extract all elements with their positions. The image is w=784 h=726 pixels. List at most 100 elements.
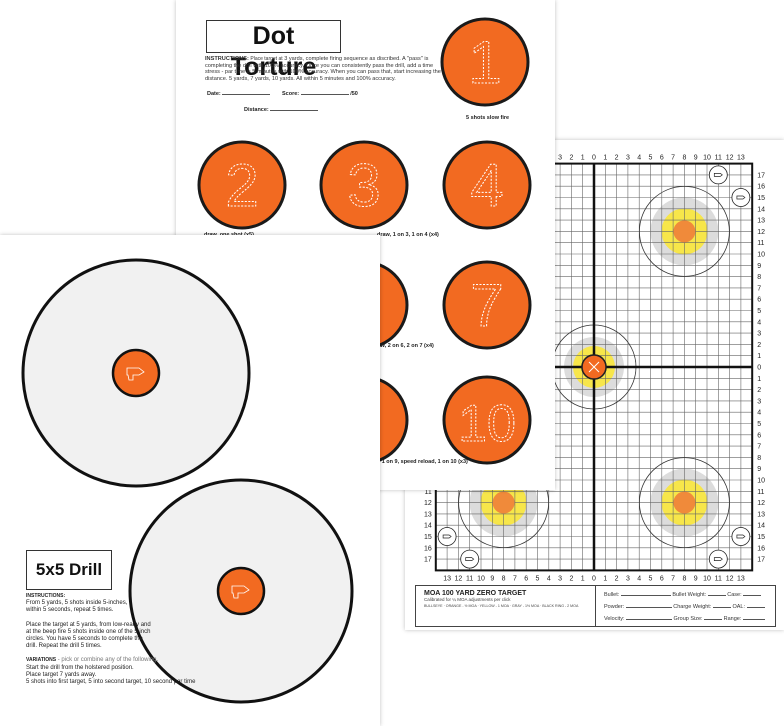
top-axis-label: 2	[569, 155, 573, 162]
drill-instructions-p2: Place the target at 5 yards, from low-re…	[26, 621, 151, 650]
right-axis-label: 2	[757, 342, 761, 349]
field-group-size: Group Size:	[673, 616, 703, 622]
center-dot	[216, 566, 266, 616]
right-axis-label: 14	[757, 523, 765, 530]
right-axis-label: 15	[757, 534, 765, 541]
bottom-axis-label: 13	[737, 575, 745, 582]
dot-number-4: 4	[470, 152, 503, 219]
drill-instructions-p1: From 5 yards, 5 shots inside 5-inches, w…	[26, 600, 128, 614]
right-axis-label: 9	[757, 466, 761, 473]
bottom-axis-label: 9	[694, 575, 698, 582]
dot-target-3	[319, 140, 409, 230]
right-axis-label: 2	[757, 387, 761, 394]
drill-circles	[21, 258, 354, 704]
field-bullet: Bullet:	[604, 592, 620, 598]
right-axis-label: 16	[757, 184, 765, 191]
top-axis-label: 3	[558, 155, 562, 162]
caption-dot-1: 5 shots slow fire	[466, 115, 510, 121]
dot-target-1	[440, 17, 530, 107]
date-field: Date:	[207, 88, 271, 97]
instructions-lead: Place target at	[250, 56, 283, 62]
field-velocity: Velocity:	[604, 616, 625, 622]
bottom-axis-label: 8	[502, 575, 506, 582]
drill-instructions: INSTRUCTIONS: From 5 yards, 5 shots insi…	[26, 593, 286, 686]
dot-number-1: 1	[468, 29, 501, 96]
bullet-icon	[713, 557, 723, 561]
right-axis-label: 0	[757, 365, 761, 372]
bottom-axis-label: 5	[649, 575, 653, 582]
right-axis-label: 12	[757, 500, 765, 507]
target-info-box: MOA 100 YARD ZERO TARGET Calibrated for …	[415, 585, 776, 627]
bottom-axis-label: 7	[513, 575, 517, 582]
bottom-axis-label: 2	[615, 575, 619, 582]
caption-dots-3-4: draw, 1 on 3, 1 on 4 (x4)	[377, 232, 439, 238]
right-axis-label: 16	[757, 545, 765, 552]
dot-target-7	[442, 260, 532, 350]
field-oal: OAL:	[732, 604, 745, 610]
bottom-axis-label: 12	[726, 575, 734, 582]
variation-item: 5 shots into first target, 5 into second…	[26, 679, 196, 686]
bottom-axis-label: 4	[637, 575, 641, 582]
marker-circle	[708, 165, 728, 185]
target-subtitle: Calibrated for ¼ MOA adjustments per cli…	[424, 597, 511, 602]
bottom-axis-label: 1	[603, 575, 607, 582]
target-legend: BULLSEYE · ORANGE - ½ MOA · YELLOW - 1 M…	[424, 604, 579, 608]
distance-field: Distance:	[244, 104, 319, 113]
variations-label: VARIATIONS	[26, 657, 57, 664]
right-axis-label: 4	[757, 410, 761, 417]
bottom-axis-label: 10	[703, 575, 711, 582]
top-axis-label: 11	[715, 155, 722, 162]
bottom-axis-label: 5	[536, 575, 540, 582]
marker-circle	[731, 527, 751, 546]
marker-circle	[731, 188, 751, 207]
black-ring	[638, 186, 730, 277]
top-axis-label: 12	[726, 155, 734, 162]
score-suffix: /50	[350, 91, 358, 97]
dot-number-7: 7	[470, 272, 503, 339]
field-bullet-weight: Bullet Weight:	[672, 592, 707, 598]
bullet-icon	[736, 195, 746, 200]
top-axis-label: 9	[694, 155, 698, 162]
top-axis-label: 3	[626, 155, 630, 162]
pistol-icon	[231, 585, 250, 599]
left-axis-label: 17	[424, 557, 432, 564]
variations-lead: - pick or combine any of the following.	[57, 657, 159, 664]
instructions-label: INSTRUCTIONS:	[205, 56, 249, 62]
top-axis-label: 4	[637, 155, 641, 162]
left-axis-label: 15	[424, 534, 432, 541]
left-axis-label: 11	[425, 489, 432, 496]
dot-number-10: 10	[458, 395, 516, 453]
bottom-axis-label: 6	[660, 575, 664, 582]
field-powder: Powder:	[604, 604, 625, 610]
dot-target-2	[197, 140, 287, 230]
bottom-axis-label: 6	[524, 575, 528, 582]
right-axis-label: 1	[757, 376, 761, 383]
right-axis-label: 13	[757, 511, 765, 518]
top-axis-label: 6	[660, 155, 664, 162]
pistol-icon	[126, 367, 145, 381]
right-axis-label: 6	[757, 297, 761, 304]
right-axis-label: 6	[757, 432, 761, 439]
date-label: Date:	[207, 91, 221, 97]
top-axis-label: 7	[671, 155, 675, 162]
bottom-axis-label: 9	[490, 575, 494, 582]
top-axis-label: 8	[682, 155, 686, 162]
bottom-axis-label: 3	[626, 575, 630, 582]
dot-number-3: 3	[347, 152, 380, 219]
left-axis-label: 13	[424, 511, 432, 518]
right-axis-label: 10	[757, 478, 765, 485]
drill-title: 5x5 Drill	[26, 550, 112, 590]
black-ring	[638, 457, 730, 549]
bottom-axis-label: 8	[682, 575, 686, 582]
drill-variations: VARIATIONS - pick or combine any of the …	[26, 657, 286, 664]
bottom-axis-label: 3	[558, 575, 562, 582]
dot-target-10	[442, 375, 532, 465]
bullet-icon	[465, 557, 475, 561]
orange-bullseye	[673, 220, 696, 243]
right-axis-label: 15	[757, 195, 765, 202]
dot-number-2: 2	[225, 152, 258, 219]
left-axis-label: 16	[424, 545, 432, 552]
right-axis-label: 8	[757, 274, 761, 281]
distance-label: Distance:	[244, 107, 269, 113]
score-label: Score:	[282, 91, 300, 97]
